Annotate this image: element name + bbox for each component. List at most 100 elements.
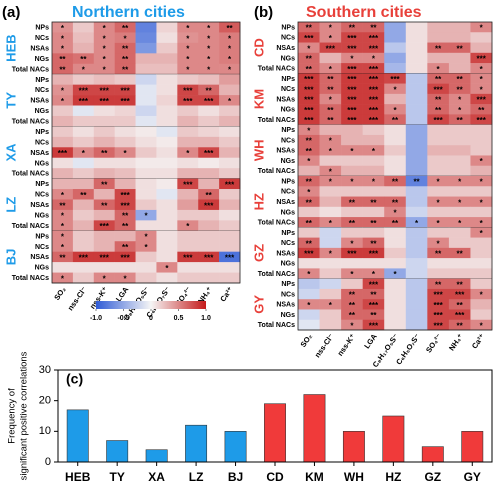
x-tick-label: GZ xyxy=(424,470,441,484)
heatmap-cell xyxy=(448,124,471,136)
significance-stars: *** xyxy=(433,301,443,310)
heatmap-cell xyxy=(93,272,115,284)
heatmap-cell xyxy=(341,83,363,95)
heatmap-cell xyxy=(319,145,342,156)
heatmap-cell xyxy=(219,262,241,273)
heatmap-cell xyxy=(362,299,385,310)
x-tick-label: HZ xyxy=(385,470,401,484)
heatmap-cell xyxy=(341,73,363,84)
significance-stars: * xyxy=(124,34,128,43)
heatmap-cell xyxy=(135,168,157,179)
heatmap-cell xyxy=(52,157,74,169)
heatmap-cell xyxy=(427,309,450,321)
heatmap-cell xyxy=(298,217,320,228)
heatmap-cell xyxy=(448,206,471,218)
heatmap-cell xyxy=(52,105,74,117)
significance-stars: * xyxy=(186,66,190,75)
significance-stars: * xyxy=(144,243,148,252)
colorbar-tick-label: -0.5 xyxy=(117,315,129,322)
significance-stars: * xyxy=(350,239,354,248)
x-tick-label: LZ xyxy=(189,470,204,484)
y-tick-label: 0 xyxy=(45,456,51,468)
heatmap-cell xyxy=(341,278,363,290)
x-tick-label: CD xyxy=(266,470,284,484)
y-tick-label: 20 xyxy=(39,395,51,407)
heatmap-cell xyxy=(405,278,428,290)
significance-stars: *** xyxy=(183,180,193,189)
heatmap-cell xyxy=(198,63,220,75)
heatmap-cell xyxy=(114,42,136,54)
significance-stars: * xyxy=(372,147,376,156)
heatmap-cell xyxy=(156,209,178,221)
heatmap-cell xyxy=(448,134,471,146)
city-label: XA xyxy=(3,143,18,162)
heatmap-cell xyxy=(448,42,471,54)
heatmap-cell xyxy=(135,74,157,85)
heatmap-cell xyxy=(177,63,199,75)
x-tick-label: TY xyxy=(110,470,125,484)
significance-stars: ** xyxy=(370,239,377,248)
heatmap-cell xyxy=(114,105,136,117)
significance-stars: ** xyxy=(349,291,356,300)
heatmap-cell xyxy=(427,227,450,238)
significance-stars: * xyxy=(307,188,311,197)
column-label: LGA xyxy=(114,285,131,304)
heatmap-cell xyxy=(93,168,115,179)
heatmap-cell xyxy=(319,278,342,290)
heatmap-cell xyxy=(341,309,363,321)
significance-stars: * xyxy=(480,321,484,330)
heatmap-cell xyxy=(405,83,428,95)
significance-stars: *** xyxy=(304,75,314,84)
significance-stars: * xyxy=(350,147,354,156)
significance-stars: *** xyxy=(79,97,89,106)
heatmap-cell xyxy=(135,241,157,252)
significance-stars: *** xyxy=(58,149,68,158)
heatmap-cell xyxy=(362,114,385,125)
heatmap-cell xyxy=(298,155,320,167)
significance-stars: * xyxy=(329,219,333,228)
heatmap-cell xyxy=(72,199,95,211)
significance-stars: * xyxy=(228,66,232,75)
heatmap-cell xyxy=(219,168,241,179)
heatmap-cell xyxy=(72,22,95,33)
heatmap-cell xyxy=(405,32,428,43)
significance-stars: * xyxy=(61,34,65,43)
row-label: NPs xyxy=(35,77,49,84)
significance-stars: *** xyxy=(369,65,379,74)
heatmap-cell xyxy=(72,230,95,242)
heatmap-cell xyxy=(448,319,471,331)
heatmap-cell xyxy=(198,115,220,127)
heatmap-cell xyxy=(298,104,320,115)
heatmap-cell xyxy=(298,258,320,269)
significance-stars: * xyxy=(372,55,376,64)
heatmap-cell xyxy=(198,95,220,106)
heatmap-cell xyxy=(72,42,95,54)
heatmap-cell xyxy=(470,309,493,321)
significance-stars: ** xyxy=(349,198,356,207)
heatmap-cell xyxy=(405,247,428,259)
heatmap-cell xyxy=(341,258,363,269)
heatmap-cell xyxy=(114,189,136,200)
heatmap-cell xyxy=(198,209,220,221)
significance-stars: *** xyxy=(369,75,379,84)
heatmap-cell xyxy=(405,63,428,74)
heatmap-cell xyxy=(114,272,136,284)
significance-stars: ** xyxy=(122,212,129,221)
row-label: NPs xyxy=(35,25,49,32)
heatmap-cell xyxy=(405,237,428,249)
significance-stars: *** xyxy=(433,116,443,125)
row-label: NSAs xyxy=(276,302,295,309)
heatmap-cell xyxy=(298,206,320,218)
row-label: Total NACs xyxy=(12,66,49,73)
heatmap-cell xyxy=(319,134,342,146)
heatmap-cell xyxy=(448,247,471,259)
significance-stars: *** xyxy=(369,44,379,53)
heatmap-cell xyxy=(135,84,157,96)
heatmap-cell xyxy=(52,84,74,96)
heatmap-cell xyxy=(427,104,450,115)
heatmap-cell xyxy=(298,247,320,259)
significance-stars: * xyxy=(186,34,190,43)
heatmap-cell xyxy=(470,32,493,43)
heatmap-cell xyxy=(114,178,136,190)
bar xyxy=(421,446,444,463)
